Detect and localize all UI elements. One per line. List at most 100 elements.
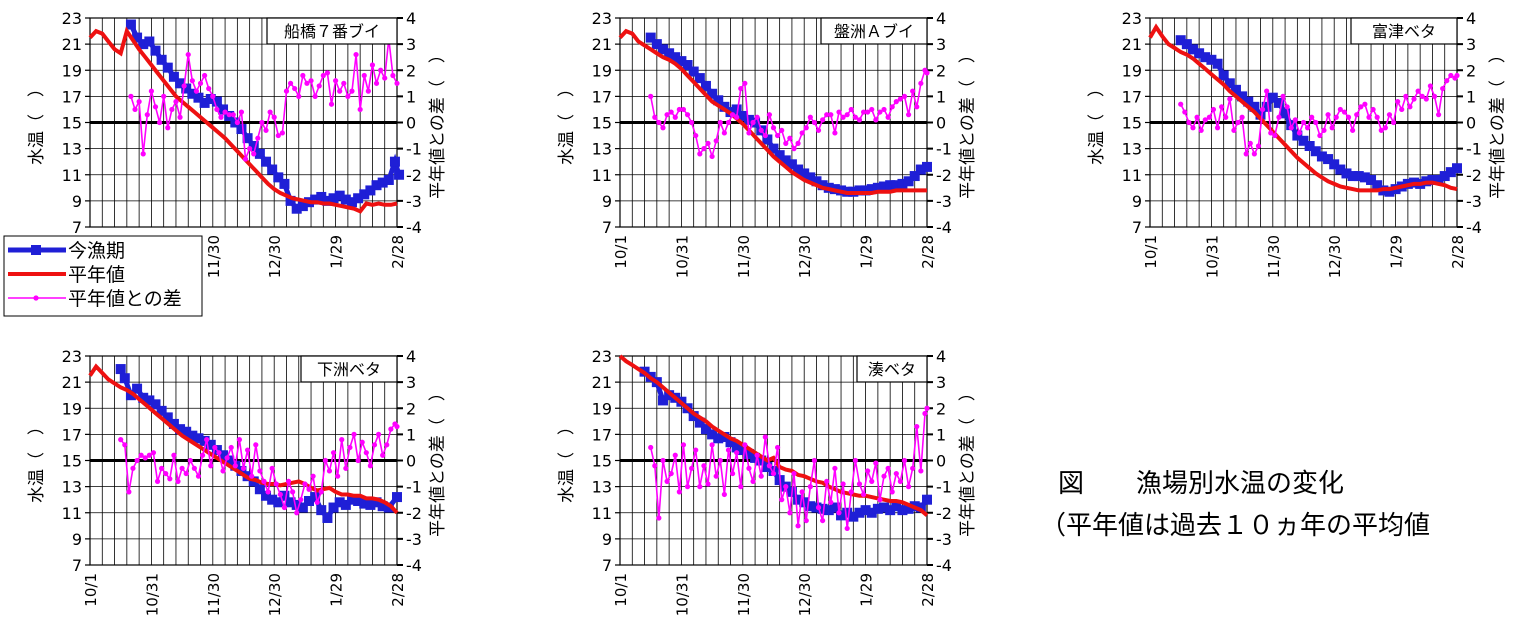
data-point-difference <box>302 481 308 487</box>
data-point-difference <box>306 486 312 492</box>
y2-tick-label: -3 <box>936 192 952 211</box>
data-point-difference <box>271 114 277 120</box>
y-tick-label: 7 <box>1132 218 1142 237</box>
data-point-difference <box>191 465 197 471</box>
y2-tick-label: 0 <box>936 452 946 471</box>
data-point-difference <box>897 96 903 102</box>
y2-tick-label: 1 <box>936 87 946 106</box>
data-point-current <box>353 193 364 204</box>
data-point-difference <box>693 447 699 453</box>
data-point-difference <box>836 109 842 115</box>
data-point-difference <box>277 491 283 498</box>
data-point-current <box>132 32 143 43</box>
data-point-difference <box>140 151 146 157</box>
data-point-current <box>261 156 272 167</box>
data-point-difference <box>290 489 296 495</box>
data-point-difference <box>783 484 789 490</box>
data-point-difference <box>132 106 138 113</box>
data-point-difference <box>664 478 670 484</box>
data-point-difference <box>214 106 220 113</box>
data-point-difference <box>165 125 171 131</box>
y2-tick-label: 3 <box>406 35 416 54</box>
y2-tick-label: -3 <box>1466 192 1482 211</box>
data-point-current <box>891 180 902 191</box>
data-point-current <box>670 52 681 63</box>
data-point-difference <box>204 437 210 443</box>
data-point-difference <box>660 125 666 131</box>
data-point-difference <box>1415 88 1421 94</box>
data-point-difference <box>349 88 355 94</box>
data-point-difference <box>122 442 128 448</box>
data-point-current <box>303 495 314 506</box>
data-point-difference <box>161 93 167 99</box>
data-point-difference <box>314 499 320 505</box>
data-point-current <box>285 195 296 206</box>
data-point-difference <box>791 146 797 152</box>
y-tick-label: 11 <box>592 504 612 523</box>
data-point-current <box>150 399 161 410</box>
y-tick-label: 21 <box>62 35 82 54</box>
data-point-current <box>1304 141 1315 152</box>
y-tick-label: 15 <box>592 114 612 133</box>
x-tick-label: 2/28 <box>1449 235 1467 269</box>
data-point-current <box>359 498 370 509</box>
data-point-current <box>353 495 364 506</box>
data-point-difference <box>840 114 846 120</box>
data-point-difference <box>762 434 768 440</box>
data-point-difference <box>394 80 400 86</box>
data-point-current <box>817 180 828 191</box>
y-tick-label: 17 <box>1122 87 1142 106</box>
y2-tick-label: 0 <box>936 114 946 133</box>
y-tick-label: 13 <box>592 140 612 159</box>
y-tick-label: 7 <box>72 218 82 237</box>
y2-tick-label: 0 <box>406 452 416 471</box>
data-point-current <box>780 155 791 166</box>
y-tick-label: 19 <box>592 399 612 418</box>
data-point-current <box>1359 172 1370 183</box>
data-point-difference <box>832 130 838 136</box>
y-tick-label: 13 <box>62 478 82 497</box>
data-point-difference <box>333 78 339 84</box>
y2-tick-label: -3 <box>406 192 422 211</box>
data-point-difference <box>292 85 298 92</box>
data-point-difference <box>799 130 805 136</box>
data-point-difference <box>351 431 357 437</box>
y-tick-label: 23 <box>1122 9 1142 28</box>
data-point-current <box>743 114 754 125</box>
data-point-current <box>291 203 302 214</box>
data-point-difference <box>738 484 744 490</box>
data-point-current <box>187 430 198 441</box>
data-point-difference <box>1296 130 1303 136</box>
data-point-current <box>359 189 370 200</box>
data-point-current <box>1310 146 1321 157</box>
data-point-difference <box>873 117 879 123</box>
x-tick-label: 12/30 <box>1326 235 1344 278</box>
x-tick-label: 1/29 <box>1388 235 1406 269</box>
data-point-current <box>297 502 308 513</box>
data-point-difference <box>774 444 781 451</box>
data-point-current <box>392 492 402 503</box>
legend-marker-difference <box>33 295 39 301</box>
data-point-difference <box>910 88 916 94</box>
data-point-difference <box>130 465 136 471</box>
data-point-current <box>394 169 405 180</box>
data-point-current <box>774 150 785 161</box>
data-point-difference <box>656 515 662 521</box>
data-point-difference <box>218 114 224 120</box>
data-point-current <box>383 174 394 185</box>
data-point-difference <box>828 112 834 118</box>
data-point-difference <box>1309 114 1315 120</box>
data-point-difference <box>924 405 930 411</box>
y2-tick-label: -3 <box>936 530 952 549</box>
data-point-difference <box>1313 119 1319 126</box>
y2-tick-label: 2 <box>406 399 416 418</box>
y2-tick-label: 4 <box>936 9 946 28</box>
data-point-difference <box>852 114 858 120</box>
data-point-difference <box>394 423 400 430</box>
data-point-difference <box>877 109 883 115</box>
data-point-current <box>1372 180 1383 191</box>
y-tick-label: 17 <box>62 87 82 106</box>
data-point-difference <box>717 457 723 464</box>
data-point-difference <box>860 491 867 498</box>
